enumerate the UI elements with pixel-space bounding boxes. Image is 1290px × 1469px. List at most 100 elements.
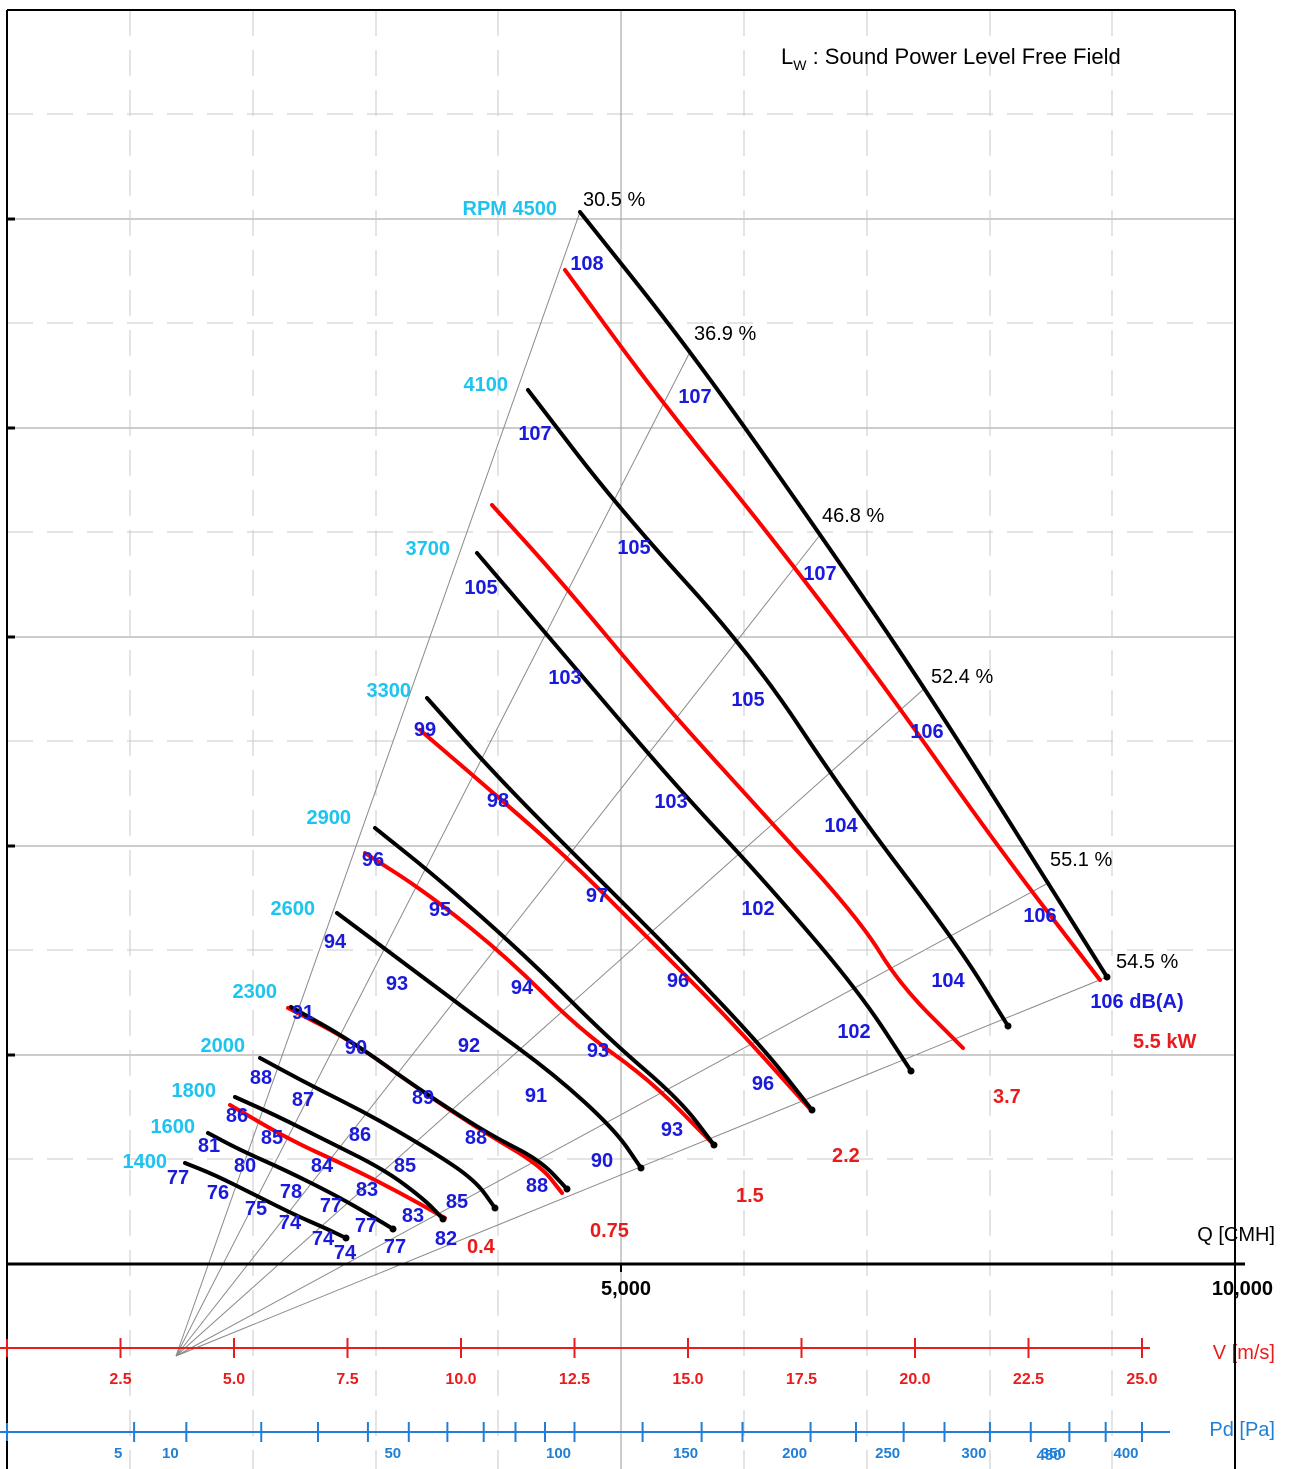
sound-level-label: 105 [731,689,764,711]
sound-level-label: 103 [548,667,581,689]
sound-level-label: 77 [355,1215,377,1237]
velocity-tick-label: 5.0 [223,1371,245,1388]
efficiency-label: 30.5 % [583,189,645,211]
sound-level-label: 74 [334,1242,357,1264]
sound-level-label: 77 [320,1195,342,1217]
power-label: 2.2 [832,1145,860,1167]
velocity-axis-title: V [m/s] [1213,1342,1275,1364]
sound-level-label: 77 [384,1236,406,1258]
rpm-curve-end-dot [563,1185,571,1193]
sound-end-label: 106 dB(A) [1090,991,1183,1013]
rpm-label: 1400 [123,1151,168,1173]
sound-level-label: 83 [356,1179,378,1201]
velocity-tick-label: 2.5 [109,1371,131,1388]
sound-level-label: 75 [245,1198,267,1220]
sound-level-label: 93 [587,1040,609,1062]
rpm-curve-1400 [183,1161,348,1240]
power-curve-2-2 [418,728,812,1111]
efficiency-label: 36.9 % [694,323,756,345]
axes [0,9,1245,1469]
velocity-tick-label: 17.5 [786,1371,817,1388]
rpm-curve-end-dot [439,1215,447,1223]
rpm-curve-end-dot [342,1234,350,1242]
sound-level-label: 97 [586,885,608,907]
sound-level-label: 94 [324,931,347,953]
rpm-label: 2900 [307,807,352,829]
power-label: 0.4 [467,1236,496,1258]
pressure-axis-title: Pd [Pa] [1209,1419,1275,1441]
rpm-curve-2900 [373,826,716,1147]
sound-level-label: 80 [234,1155,256,1177]
sound-level-label: 85 [261,1127,283,1149]
sound-level-label: 90 [591,1150,613,1172]
velocity-tick-label: 10.0 [445,1371,476,1388]
sound-level-label: 93 [661,1119,683,1141]
pressure-tick-label: 150 [673,1445,698,1462]
sound-level-label: 99 [414,719,436,741]
sound-level-label: 92 [458,1035,480,1057]
power-curve-0-4 [228,1103,447,1220]
sound-level-label: 93 [386,973,408,995]
x-axis-tick-label: 10,000 [1212,1278,1273,1300]
sound-level-label: 88 [526,1175,548,1197]
sound-level-label: 76 [207,1182,229,1204]
rpm-curve-end-dot [1103,973,1111,981]
sound-level-label: 96 [752,1073,774,1095]
rpm-label: 2600 [271,898,316,920]
sound-level-label: 98 [487,790,509,812]
pressure-tick-label: 5 [114,1445,122,1462]
sound-level-label: 95 [429,899,451,921]
efficiency-label: 52.4 % [931,666,993,688]
sound-level-label: 74 [279,1212,302,1234]
power-label: 5.5 kW [1133,1031,1196,1053]
rpm-label: 2300 [233,981,278,1003]
sound-level-label: 85 [394,1155,416,1177]
sound-level-label: 108 [570,253,603,275]
pressure-tick-label: 450 [1037,1447,1062,1464]
sound-level-label: 74 [312,1228,335,1250]
sound-level-label: 91 [292,1002,314,1024]
efficiency-ray [175,881,1051,1357]
sound-level-label: 87 [292,1089,314,1111]
rpm-label: 4100 [464,374,509,396]
sound-level-label: 84 [311,1155,334,1177]
sound-level-label: 105 [464,577,497,599]
rpm-label: 1800 [172,1080,217,1102]
sound-level-label: 94 [511,977,534,999]
sound-level-label: 103 [654,791,687,813]
efficiency-ray [175,349,692,1357]
sound-level-label: 83 [402,1205,424,1227]
pressure-tick-label: 200 [782,1445,807,1462]
rpm-label: 1600 [151,1116,196,1138]
sound-level-label: 82 [435,1228,457,1250]
power-label: 3.7 [993,1086,1021,1108]
legend-title: LW : Sound Power Level Free Field [781,44,1121,73]
sound-level-label: 88 [250,1067,272,1089]
rpm-curve-4500 [578,210,1109,979]
sound-level-label: 88 [465,1127,487,1149]
pressure-tick-label: 250 [875,1445,900,1462]
efficiency-ray [175,687,926,1357]
sound-level-label: 102 [837,1021,870,1043]
velocity-tick-label: 20.0 [899,1371,930,1388]
efficiency-label: 54.5 % [1116,951,1178,973]
sound-level-label: 102 [741,898,774,920]
performance-curves [183,210,1111,1242]
rpm-curve-end-dot [710,1141,718,1149]
sound-level-label: 107 [518,423,551,445]
sound-level-label: 81 [198,1135,220,1157]
rpm-label: 3300 [367,680,412,702]
rpm-curve-end-dot [907,1067,915,1075]
pressure-tick-label: 100 [546,1445,571,1462]
chart-labels: RPM 4500 4100 3700 3300 2900 2600 2300 2000 1800… [109,189,1275,1464]
x-axis-tick-label: 5,000 [601,1278,651,1300]
sound-level-label: 106 [910,721,943,743]
velocity-tick-label: 25.0 [1126,1371,1157,1388]
sound-level-label: 104 [931,970,965,992]
rpm-curve-end-dot [1004,1022,1012,1030]
velocity-tick-label: 15.0 [672,1371,703,1388]
sound-level-label: 86 [349,1124,371,1146]
rpm-curve-3700 [475,551,913,1073]
rpm-curve-2300 [289,1005,569,1191]
